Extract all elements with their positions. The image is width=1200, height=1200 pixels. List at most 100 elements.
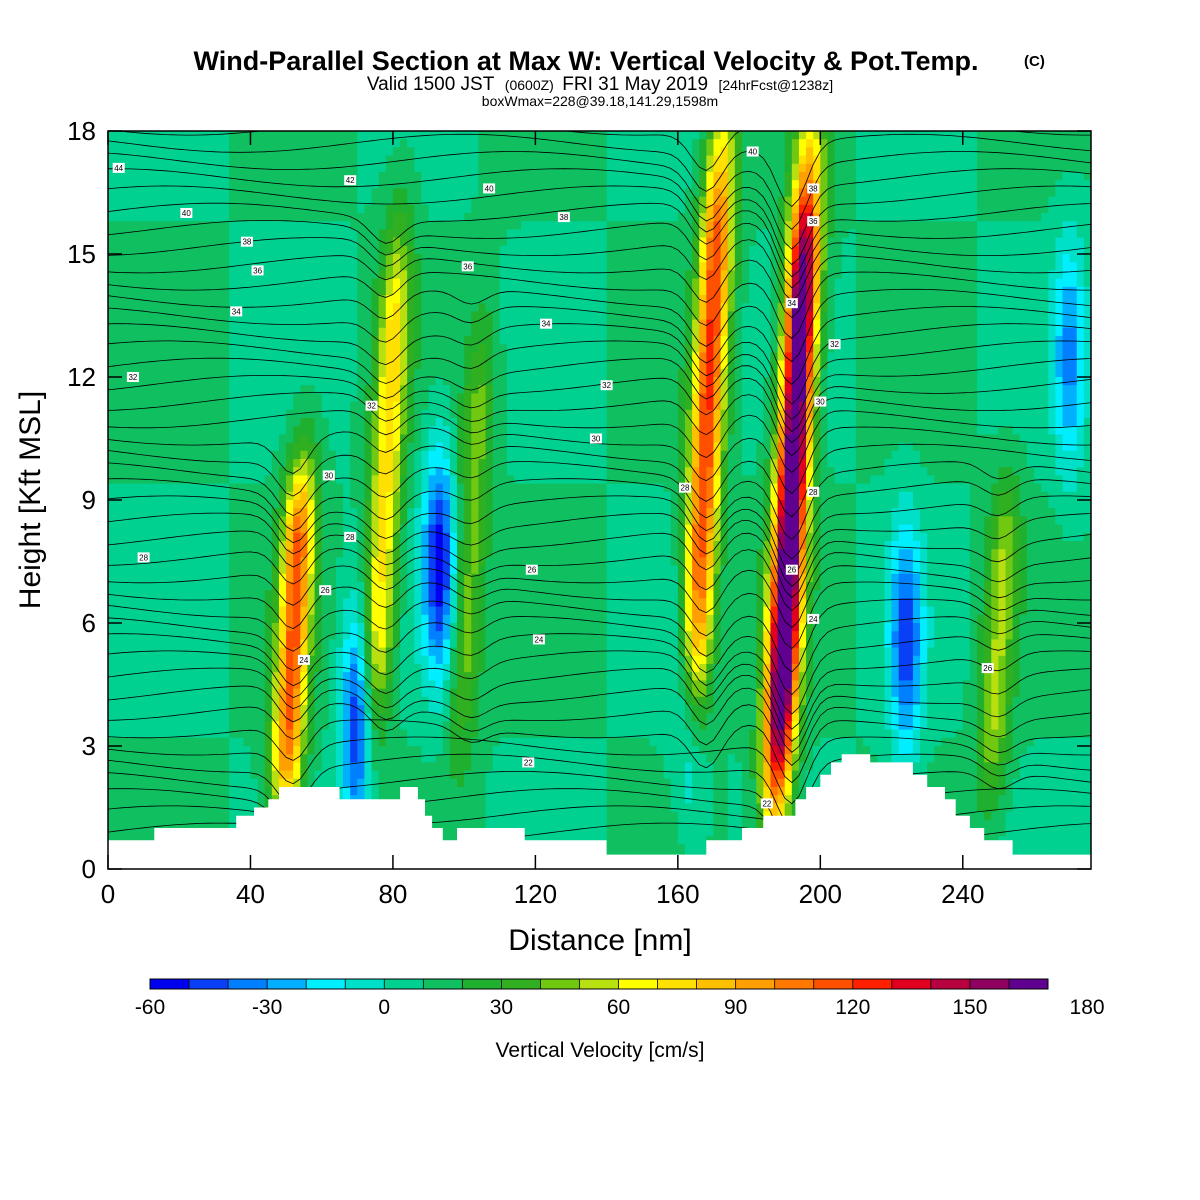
velocity-cell xyxy=(400,245,408,255)
velocity-cell xyxy=(378,393,387,403)
velocity-cell xyxy=(457,311,465,321)
velocity-cell xyxy=(164,254,173,263)
velocity-cell xyxy=(229,491,237,501)
velocity-cell xyxy=(143,139,152,148)
velocity-cell xyxy=(385,721,394,731)
velocity-cell xyxy=(186,754,195,763)
velocity-cell xyxy=(200,672,209,681)
velocity-cell xyxy=(471,500,479,509)
velocity-cell xyxy=(257,377,266,386)
velocity-cell xyxy=(136,508,145,517)
velocity-cell xyxy=(278,754,287,763)
velocity-cell xyxy=(335,475,344,485)
velocity-cell xyxy=(343,623,351,632)
velocity-cell xyxy=(164,803,173,813)
velocity-cell xyxy=(243,344,252,353)
velocity-cell xyxy=(221,336,230,345)
velocity-cell xyxy=(236,655,244,665)
velocity-cell xyxy=(449,582,458,591)
velocity-cell xyxy=(464,475,472,485)
velocity-cell xyxy=(122,811,130,821)
velocity-cell xyxy=(172,557,180,567)
velocity-cell xyxy=(257,696,266,706)
velocity-cell xyxy=(449,811,458,821)
velocity-cell xyxy=(364,631,373,640)
velocity-cell xyxy=(229,524,237,534)
velocity-cell xyxy=(243,409,252,419)
velocity-cell xyxy=(221,139,230,148)
velocity-cell xyxy=(264,385,273,394)
velocity-cell xyxy=(357,204,366,214)
velocity-cell xyxy=(129,705,138,714)
velocity-cell xyxy=(364,270,373,280)
velocity-cell xyxy=(499,254,508,263)
velocity-cell xyxy=(257,229,266,239)
velocity-cell xyxy=(221,360,230,370)
velocity-cell xyxy=(200,336,209,345)
velocity-cell xyxy=(364,278,373,288)
velocity-cell xyxy=(421,721,430,731)
velocity-cell xyxy=(364,664,373,673)
velocity-cell xyxy=(286,163,294,173)
velocity-cell xyxy=(335,368,344,378)
velocity-cell xyxy=(129,631,138,640)
velocity-cell xyxy=(264,590,273,599)
velocity-cell xyxy=(186,655,195,665)
velocity-cell xyxy=(129,762,138,772)
velocity-cell xyxy=(207,508,216,517)
velocity-cell xyxy=(407,557,415,567)
velocity-cell xyxy=(457,532,465,542)
velocity-cell xyxy=(207,672,216,681)
velocity-cell xyxy=(478,491,487,501)
velocity-cell xyxy=(278,270,287,280)
velocity-cell xyxy=(186,147,195,157)
velocity-cell xyxy=(449,631,458,640)
velocity-cell xyxy=(400,196,408,206)
velocity-cell xyxy=(435,500,444,509)
velocity-cell xyxy=(193,360,202,370)
velocity-cell xyxy=(250,606,259,616)
velocity-cell xyxy=(271,196,280,206)
velocity-cell xyxy=(193,737,202,747)
velocity-cell xyxy=(350,508,358,517)
velocity-cell xyxy=(136,803,145,813)
velocity-cell xyxy=(243,614,252,624)
velocity-cell xyxy=(457,368,465,378)
velocity-cell xyxy=(371,327,380,337)
velocity-cell xyxy=(343,303,351,312)
velocity-cell xyxy=(264,737,273,747)
velocity-cell xyxy=(428,729,437,739)
velocity-cell xyxy=(122,664,130,673)
velocity-cell xyxy=(115,541,123,550)
velocity-cell xyxy=(357,762,366,772)
velocity-cell xyxy=(250,787,259,796)
velocity-cell xyxy=(414,606,423,616)
velocity-cell xyxy=(207,278,216,288)
velocity-cell xyxy=(193,655,202,665)
velocity-cell xyxy=(200,819,209,829)
velocity-cell xyxy=(150,787,159,796)
velocity-cell xyxy=(449,508,458,517)
velocity-cell xyxy=(371,500,380,509)
velocity-cell xyxy=(200,213,209,222)
velocity-cell xyxy=(136,705,145,714)
velocity-cell xyxy=(407,705,415,714)
velocity-cell xyxy=(172,606,180,616)
velocity-cell xyxy=(115,188,123,198)
velocity-cell xyxy=(193,327,202,337)
velocity-cell xyxy=(400,426,408,435)
velocity-cell xyxy=(200,401,209,411)
velocity-cell xyxy=(207,623,216,632)
velocity-cell xyxy=(164,278,173,288)
velocity-cell xyxy=(421,549,430,558)
velocity-cell xyxy=(207,500,216,509)
velocity-cell xyxy=(428,237,437,247)
velocity-cell xyxy=(243,262,252,271)
velocity-cell xyxy=(193,139,202,148)
velocity-cell xyxy=(371,377,380,386)
velocity-cell xyxy=(243,713,252,722)
velocity-cell xyxy=(478,163,487,173)
velocity-cell xyxy=(378,196,387,206)
velocity-cell xyxy=(143,787,152,796)
velocity-cell xyxy=(485,770,494,780)
